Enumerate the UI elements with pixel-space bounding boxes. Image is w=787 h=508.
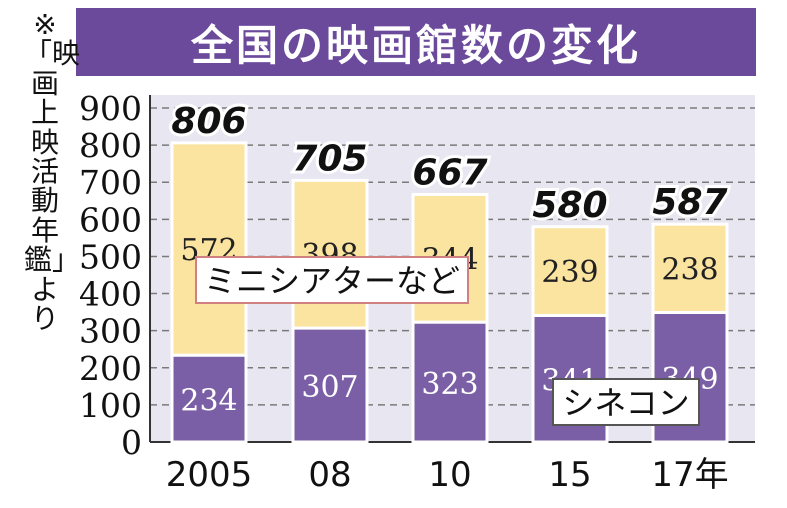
y-tick-label: 500 bbox=[79, 237, 142, 276]
x-tick-label: 2005 bbox=[166, 455, 253, 495]
y-tick-label: 600 bbox=[79, 200, 142, 239]
y-tick-label: 300 bbox=[79, 312, 142, 351]
total-label: 705 bbox=[292, 138, 367, 179]
y-tick-label: 700 bbox=[79, 163, 142, 202]
total-label: 580 bbox=[532, 185, 607, 226]
bar-minitheater bbox=[651, 222, 729, 314]
legend-box-minitheater bbox=[195, 256, 469, 304]
labels: 0100200300400500600700800900234572806200… bbox=[79, 89, 731, 495]
x-tick-label: 08 bbox=[308, 455, 351, 495]
total-label: 587 bbox=[652, 182, 727, 223]
y-tick-label: 200 bbox=[79, 349, 142, 388]
legend-label-cinecon: シネコン bbox=[562, 384, 689, 422]
legend-label-minitheater: ミニシアターなど bbox=[204, 262, 460, 300]
bar-minitheater bbox=[531, 225, 609, 317]
bar-minitheater bbox=[170, 141, 248, 357]
y-tick-label: 100 bbox=[79, 386, 142, 425]
y-tick-label: 0 bbox=[121, 423, 142, 462]
value-label-cinecon: 323 bbox=[421, 367, 478, 402]
y-tick-label: 800 bbox=[79, 126, 142, 165]
value-label-minitheater: 239 bbox=[541, 255, 598, 290]
bars bbox=[170, 141, 729, 444]
y-tick-label: 400 bbox=[79, 275, 142, 314]
value-label-cinecon: 234 bbox=[180, 384, 237, 419]
value-label-minitheater: 238 bbox=[661, 252, 718, 287]
legend-box-cinecon bbox=[552, 378, 700, 426]
x-tick-label: 10 bbox=[428, 455, 471, 495]
value-label-cinecon: 307 bbox=[301, 370, 358, 405]
chart-title: 全国の映画館数の変化 bbox=[76, 8, 756, 76]
x-tick-label: 17年 bbox=[651, 455, 728, 495]
total-label: 667 bbox=[412, 152, 487, 193]
total-label: 806 bbox=[171, 101, 246, 142]
bar-cinecon bbox=[411, 320, 489, 444]
y-tick-label: 900 bbox=[79, 89, 142, 128]
x-tick-label: 15 bbox=[548, 455, 591, 495]
